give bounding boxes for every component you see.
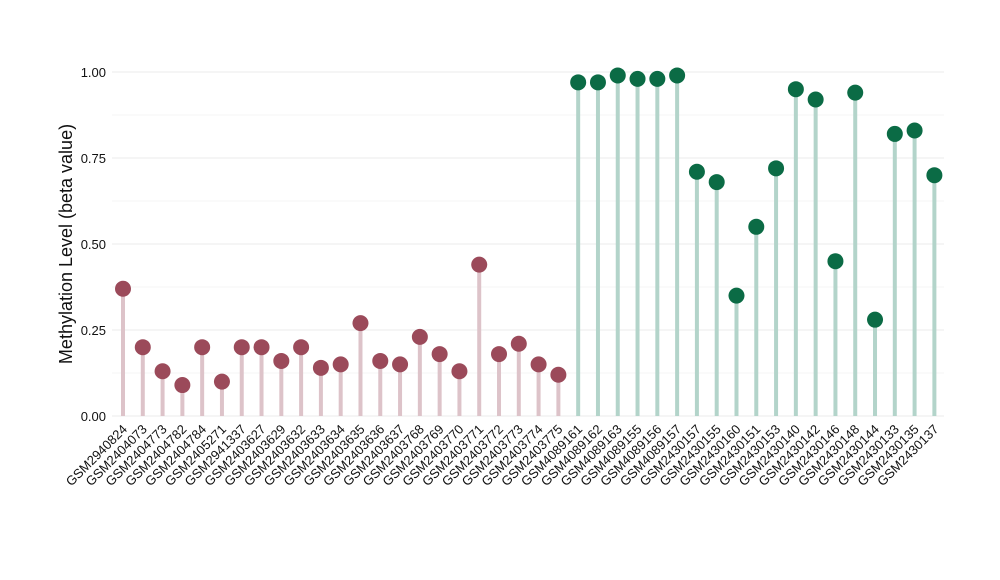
y-axis-ticks: 0.00 0.25 0.50 0.75 1.00 bbox=[81, 65, 106, 424]
lollipop-point bbox=[411, 328, 428, 345]
lollipop-point bbox=[491, 346, 508, 363]
lollipop-point bbox=[312, 359, 329, 376]
x-axis-ticks: GSM2940824GSM2404073GSM2404773GSM2404782… bbox=[63, 422, 942, 489]
lollipop-point bbox=[213, 373, 230, 390]
lollipop-point bbox=[372, 352, 389, 369]
lollipop-point bbox=[392, 356, 409, 373]
lollipop-point bbox=[886, 125, 903, 142]
lollipop-point bbox=[669, 67, 686, 84]
lollipop-point bbox=[728, 287, 745, 304]
lollipop-point bbox=[253, 339, 270, 356]
y-tick-label: 1.00 bbox=[81, 65, 106, 80]
lollipop-point bbox=[134, 339, 151, 356]
stems bbox=[121, 75, 937, 416]
lollipop-point bbox=[629, 70, 646, 87]
lollipop-point bbox=[194, 339, 211, 356]
lollipop-point bbox=[748, 218, 765, 235]
points bbox=[115, 67, 943, 394]
lollipop-point bbox=[174, 377, 191, 394]
lollipop-point bbox=[233, 339, 250, 356]
lollipop-point bbox=[293, 339, 310, 356]
y-tick-label: 0.25 bbox=[81, 323, 106, 338]
lollipop-point bbox=[530, 356, 547, 373]
lollipop-point bbox=[906, 122, 923, 139]
y-tick-label: 0.00 bbox=[81, 409, 106, 424]
lollipop-point bbox=[154, 363, 171, 380]
lollipop-point bbox=[510, 335, 527, 352]
lollipop-point bbox=[609, 67, 626, 84]
lollipop-point bbox=[570, 74, 587, 91]
lollipop-point bbox=[431, 346, 448, 363]
lollipop-point bbox=[807, 91, 824, 108]
lollipop-point bbox=[867, 311, 884, 328]
y-axis-title: Methylation Level (beta value) bbox=[56, 124, 76, 364]
lollipop-point bbox=[827, 253, 844, 270]
lollipop-point bbox=[451, 363, 468, 380]
lollipop-point bbox=[115, 280, 131, 297]
lollipop-point bbox=[589, 74, 606, 91]
lollipop-point bbox=[847, 84, 864, 101]
lollipop-point bbox=[550, 366, 567, 383]
lollipop-point bbox=[926, 167, 943, 184]
lollipop-point bbox=[768, 160, 785, 177]
lollipop-point bbox=[471, 256, 488, 273]
lollipop-point bbox=[352, 315, 369, 332]
lollipop-point bbox=[688, 163, 705, 180]
lollipop-point bbox=[708, 174, 725, 191]
gridlines bbox=[112, 71, 944, 417]
lollipop-point bbox=[332, 356, 349, 373]
y-tick-label: 0.50 bbox=[81, 237, 106, 252]
lollipop-point bbox=[787, 81, 804, 98]
y-tick-label: 0.75 bbox=[81, 151, 106, 166]
lollipop-point bbox=[273, 352, 290, 369]
lollipop-point bbox=[649, 70, 666, 87]
